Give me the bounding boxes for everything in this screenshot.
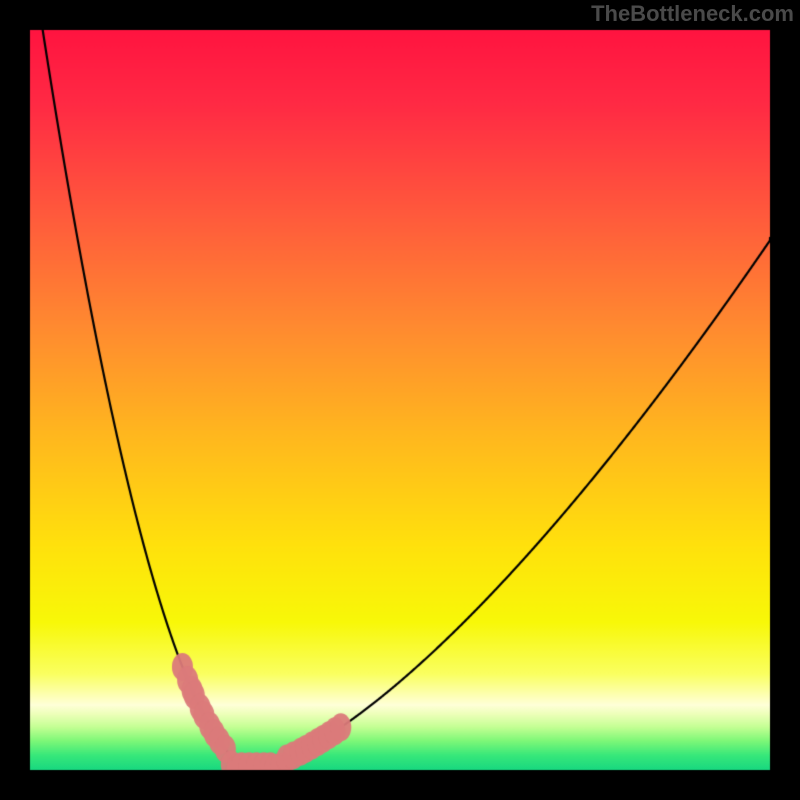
bottleneck-chart-canvas: [0, 0, 800, 800]
chart-stage: TheBottleneck.com: [0, 0, 800, 800]
